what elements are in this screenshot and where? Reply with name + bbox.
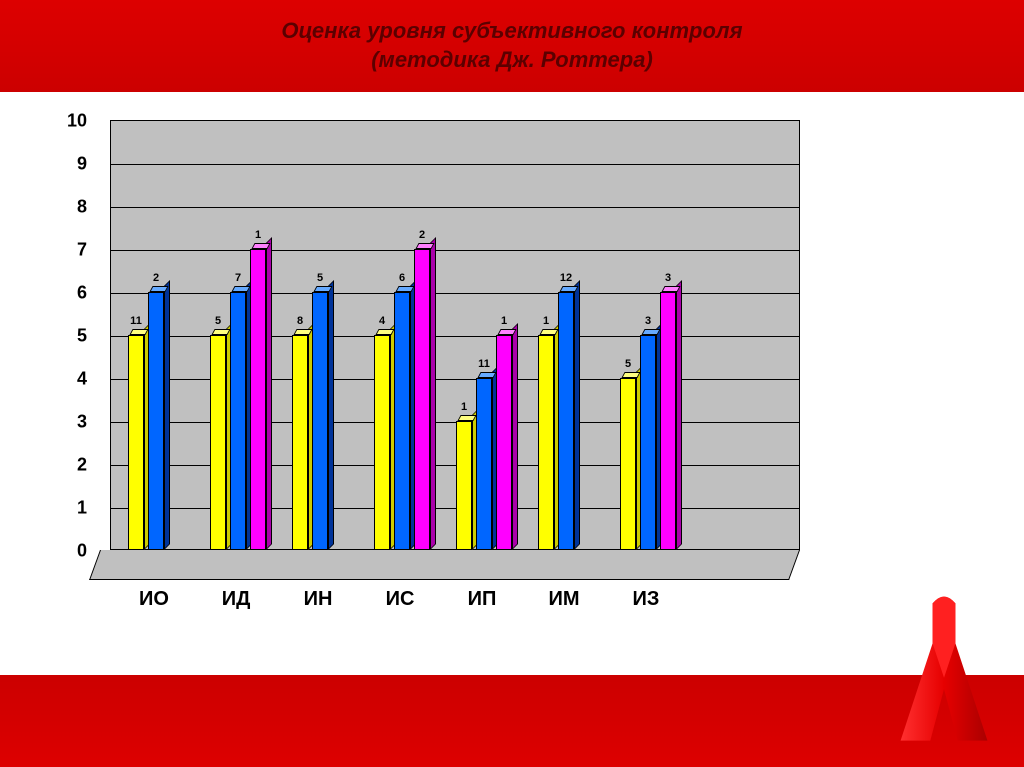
- bar: 3: [660, 292, 676, 550]
- y-axis-label: 9: [77, 154, 87, 175]
- bar-value-label: 7: [235, 272, 241, 284]
- x-axis-label: ИД: [222, 588, 251, 611]
- x-axis-label: ИЗ: [633, 588, 660, 611]
- bar: 1: [250, 249, 266, 550]
- bar: 8: [292, 335, 308, 550]
- x-axis-label: ИО: [139, 588, 169, 611]
- bar-chart: 012345678910 112571854621111112533 ИОИДИ…: [40, 110, 820, 640]
- bar: 7: [230, 292, 246, 550]
- bar: 6: [394, 292, 410, 550]
- y-axis-label: 1: [77, 498, 87, 519]
- bar: 2: [148, 292, 164, 550]
- bar-value-label: 12: [560, 272, 572, 284]
- bar-value-label: 1: [501, 315, 507, 327]
- x-axis-label: ИМ: [548, 588, 579, 611]
- bar-value-label: 8: [297, 315, 303, 327]
- bar-value-label: 5: [317, 272, 323, 284]
- bar-value-label: 4: [379, 315, 385, 327]
- bar-value-label: 1: [255, 229, 261, 241]
- bar-value-label: 3: [665, 272, 671, 284]
- bar-value-label: 5: [215, 315, 221, 327]
- bar-value-label: 5: [625, 358, 631, 370]
- bar: 11: [476, 378, 492, 550]
- x-axis-label: ИС: [386, 588, 415, 611]
- y-axis-label: 8: [77, 197, 87, 218]
- slide-title: Оценка уровня субъективного контроля (ме…: [0, 0, 1024, 92]
- bar-value-label: 11: [130, 315, 142, 327]
- bar-value-label: 2: [419, 229, 425, 241]
- y-axis-label: 10: [67, 111, 87, 132]
- y-axis-label: 3: [77, 412, 87, 433]
- chart-bars-layer: 112571854621111112533: [110, 120, 800, 550]
- y-axis-label: 7: [77, 240, 87, 261]
- bar-value-label: 1: [461, 401, 467, 413]
- bar: 12: [558, 292, 574, 550]
- title-line-2: (методика Дж. Роттера): [371, 46, 653, 75]
- bar: 11: [128, 335, 144, 550]
- bar: 3: [640, 335, 656, 550]
- bar: 1: [496, 335, 512, 550]
- awareness-ribbon-icon: [884, 592, 1004, 752]
- bar: 5: [620, 378, 636, 550]
- bar: 1: [456, 421, 472, 550]
- bar: 1: [538, 335, 554, 550]
- bar: 5: [210, 335, 226, 550]
- bar: 2: [414, 249, 430, 550]
- bar-value-label: 2: [153, 272, 159, 284]
- bar-value-label: 3: [645, 315, 651, 327]
- bar: 5: [312, 292, 328, 550]
- bar: 4: [374, 335, 390, 550]
- x-axis-label: ИП: [468, 588, 497, 611]
- y-axis-label: 6: [77, 283, 87, 304]
- y-axis-label: 4: [77, 369, 87, 390]
- y-axis-label: 2: [77, 455, 87, 476]
- y-axis-label: 0: [77, 541, 87, 562]
- bar-value-label: 6: [399, 272, 405, 284]
- chart-floor: [89, 550, 800, 580]
- y-axis-label: 5: [77, 326, 87, 347]
- bar-value-label: 1: [543, 315, 549, 327]
- title-line-1: Оценка уровня субъективного контроля: [281, 17, 742, 46]
- bar-value-label: 11: [478, 358, 490, 370]
- x-axis-label: ИН: [304, 588, 333, 611]
